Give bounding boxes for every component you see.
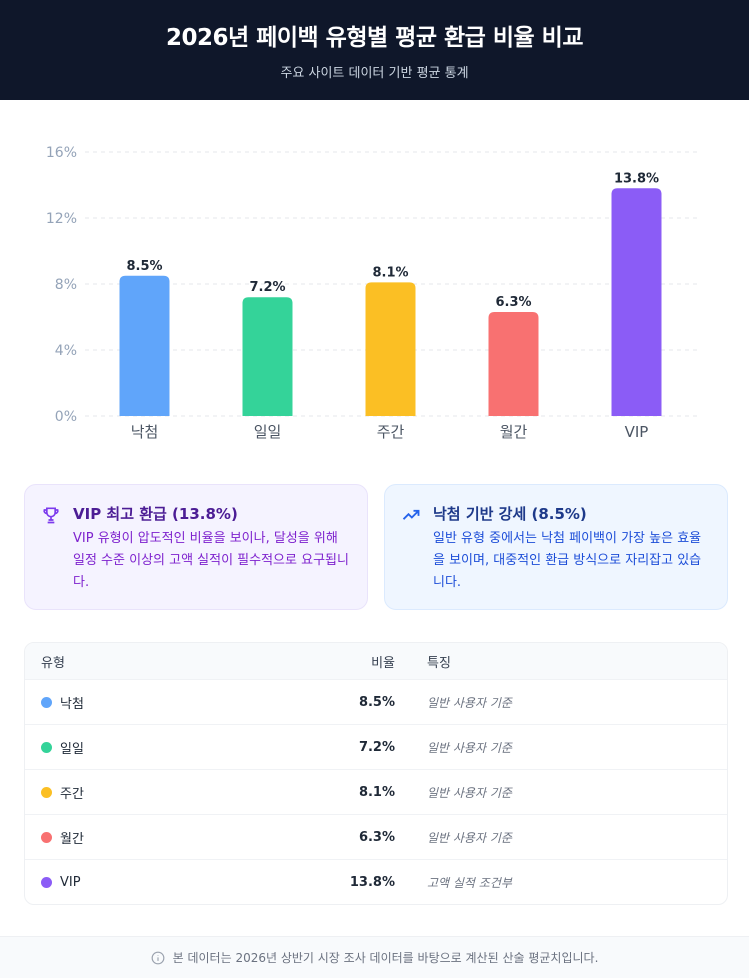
bar (488, 312, 539, 416)
vip-insight-card: VIP 최고 환급 (13.8%) VIP 유형이 압도적인 비율을 보이나, 달… (24, 484, 368, 610)
color-dot (41, 876, 52, 888)
header-type: 유형 (41, 655, 65, 671)
trophy-icon (41, 503, 63, 609)
table-row: 낙첨 8.5% 일반 사용자 기준 (25, 679, 727, 724)
cell-type: VIP (25, 875, 295, 890)
table-row: VIP 13.8% 고액 실적 조건부 (25, 859, 727, 904)
footer: 본 데이터는 2026년 상반기 시장 조사 데이터를 바탕으로 계산된 산술 … (0, 936, 749, 978)
data-label: 6.3% (495, 295, 531, 310)
type-label: 월간 (60, 831, 84, 847)
cell-rate: 6.3% (358, 829, 395, 845)
y-tick-label: 0% (55, 409, 77, 425)
header: 2026년 페이백 유형별 평균 환급 비율 비교 주요 사이트 데이터 기반 … (0, 0, 749, 100)
card-title: VIP 최고 환급 (13.8%) (73, 505, 238, 523)
table-row: 주간 8.1% 일반 사용자 기준 (25, 769, 727, 814)
footer-text: 본 데이터는 2026년 상반기 시장 조사 데이터를 바탕으로 계산된 산술 … (172, 951, 599, 965)
cell-note: 일반 사용자 기준 (427, 785, 512, 800)
data-label: 13.8% (614, 171, 659, 186)
cell-type: 일일 (25, 738, 295, 757)
cell-rate: 8.5% (358, 694, 395, 710)
bar (119, 275, 170, 416)
cell-type: 월간 (25, 828, 295, 847)
x-tick-label: 월간 (500, 423, 528, 441)
cell-rate: 7.2% (358, 739, 395, 755)
header-feature: 특징 (427, 655, 451, 671)
table-row: 일일 7.2% 일반 사용자 기준 (25, 724, 727, 769)
info-icon (151, 951, 165, 964)
loss-insight-card: 낙첨 기반 강세 (8.5%) 일반 유형 중에서는 낙첨 페이백이 가장 높은 … (384, 484, 728, 610)
cell-note: 일반 사용자 기준 (427, 830, 512, 845)
x-tick-label: VIP (625, 423, 649, 441)
page-title: 2026년 페이백 유형별 평균 환급 비율 비교 (166, 25, 583, 51)
data-label: 8.5% (126, 259, 162, 274)
cell-rate: 8.1% (358, 784, 395, 800)
card-title: 낙첨 기반 강세 (8.5%) (433, 505, 587, 523)
color-dot (41, 831, 52, 843)
table-row: 월간 6.3% 일반 사용자 기준 (25, 814, 727, 859)
trending-up-icon (401, 503, 423, 609)
type-label: 낙첨 (60, 696, 84, 712)
bar-chart: 0% 4% 8% 12% 16% 8.5% 낙첨 7.2% 일일 8.1% 주간 6.3% 월간 13.8… (46, 145, 700, 441)
rate-table: 유형 비율 특징 낙첨 8.5% 일반 사용자 기준 일일 7.2% 일반 사용자 기준 주… (24, 642, 728, 905)
x-tick-label: 일일 (254, 423, 282, 441)
x-tick-label: 낙첨 (131, 423, 159, 441)
color-dot (41, 696, 52, 708)
cell-type: 주간 (25, 783, 295, 802)
type-label: VIP (60, 874, 81, 890)
page-subtitle: 주요 사이트 데이터 기반 평균 통계 (280, 66, 469, 81)
y-tick-label: 16% (46, 145, 77, 161)
cell-type: 낙첨 (25, 693, 295, 712)
bar (365, 282, 416, 416)
cell-note: 일반 사용자 기준 (427, 695, 512, 710)
x-tick-label: 주간 (377, 423, 405, 441)
y-tick-label: 8% (55, 277, 77, 293)
type-label: 주간 (60, 786, 84, 802)
header-rate: 비율 (371, 655, 395, 671)
data-label: 7.2% (249, 280, 285, 295)
bar (242, 297, 293, 416)
data-label: 8.1% (372, 265, 408, 280)
cell-note: 고액 실적 조건부 (427, 875, 512, 890)
bar (611, 188, 662, 416)
cell-rate: 13.8% (349, 874, 395, 890)
cell-note: 일반 사용자 기준 (427, 740, 512, 755)
y-tick-label: 4% (55, 343, 77, 359)
card-text: 일반 유형 중에서는 낙첨 페이백이 가장 높은 효율을 보이며, 대중적인 환… (433, 531, 702, 590)
card-text: VIP 유형이 압도적인 비율을 보이나, 달성을 위해 일정 수준 이상의 고… (73, 531, 349, 590)
color-dot (41, 786, 52, 798)
type-label: 일일 (60, 741, 84, 757)
table-header: 유형 비율 특징 (25, 643, 727, 679)
color-dot (41, 741, 52, 753)
y-tick-label: 12% (46, 211, 77, 227)
